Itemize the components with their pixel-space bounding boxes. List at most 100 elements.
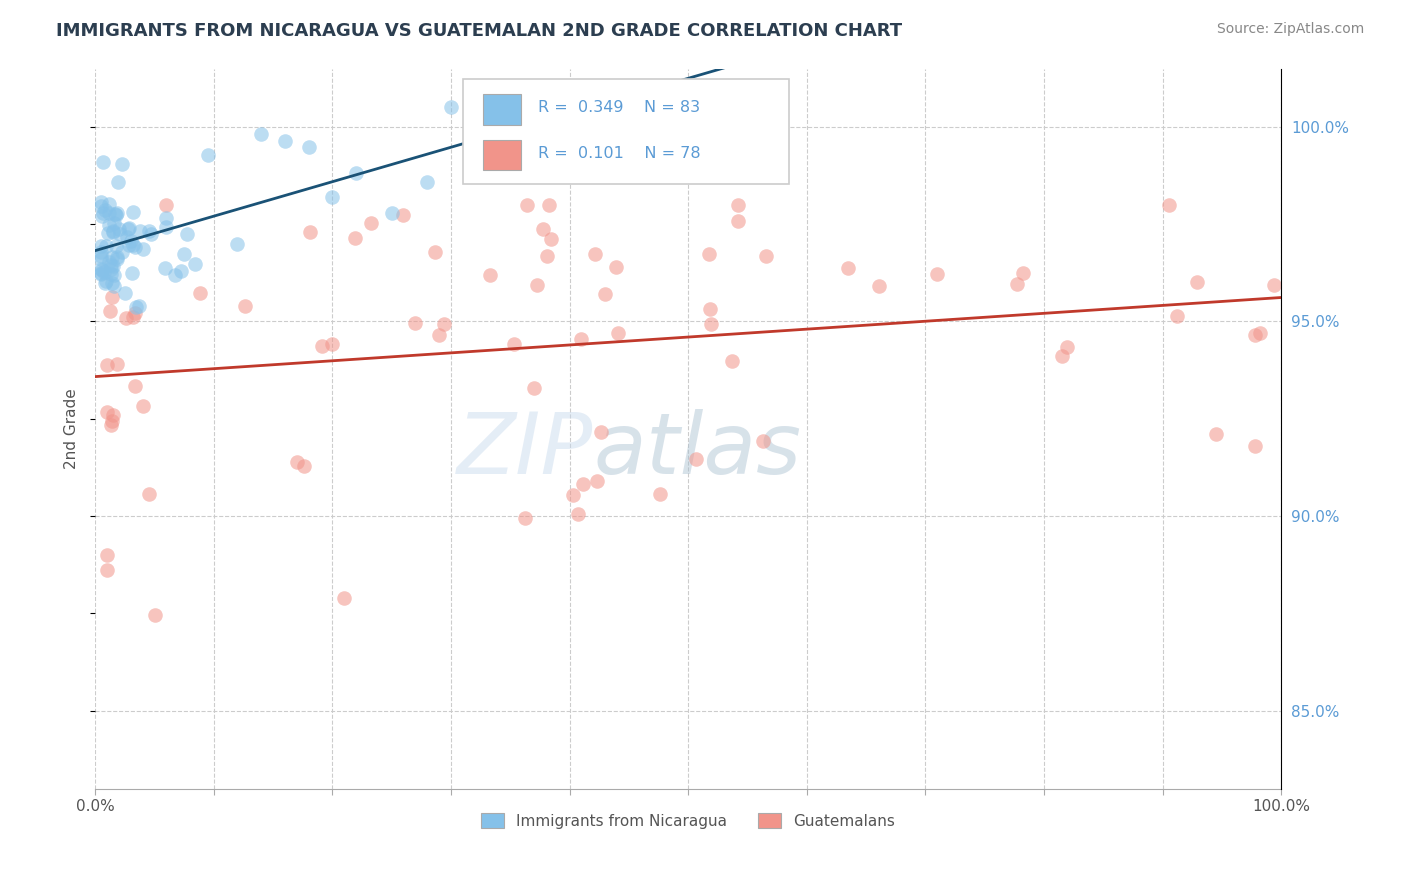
Point — [1012, 266, 1035, 280]
Point — [606, 326, 628, 341]
Point — [97, 226, 120, 240]
Point — [105, 357, 128, 371]
Point — [94, 277, 117, 291]
Point — [163, 268, 186, 283]
Point — [105, 252, 128, 267]
Point — [727, 198, 749, 212]
Point — [522, 381, 544, 395]
Bar — [484, 140, 522, 170]
Point — [298, 139, 321, 153]
Point — [526, 278, 548, 293]
Point — [101, 250, 124, 264]
Point — [124, 378, 146, 392]
Point — [868, 279, 890, 293]
Point — [292, 458, 315, 473]
Point — [591, 425, 613, 440]
Point — [94, 238, 117, 252]
Point — [392, 208, 415, 222]
Point — [699, 302, 721, 317]
Point — [138, 487, 160, 501]
Point — [103, 278, 125, 293]
Point — [118, 238, 141, 252]
Point — [100, 261, 122, 276]
Point — [173, 247, 195, 261]
Point — [96, 548, 118, 562]
Point — [100, 258, 122, 272]
Point — [176, 227, 198, 241]
Bar — [484, 95, 522, 125]
Point — [97, 206, 120, 220]
Point — [121, 310, 143, 324]
Point — [103, 215, 125, 229]
Point — [100, 277, 122, 291]
Point — [1185, 275, 1208, 289]
Point — [96, 358, 118, 372]
Point — [332, 591, 354, 606]
Text: IMMIGRANTS FROM NICARAGUA VS GUATEMALAN 2ND GRADE CORRELATION CHART: IMMIGRANTS FROM NICARAGUA VS GUATEMALAN … — [56, 22, 903, 40]
Point — [755, 250, 778, 264]
Point — [155, 261, 177, 276]
Point — [170, 263, 193, 277]
Point — [90, 248, 112, 262]
Point — [274, 134, 297, 148]
Point — [124, 240, 146, 254]
Point — [416, 175, 439, 189]
Point — [226, 236, 249, 251]
Point — [837, 260, 859, 275]
Point — [720, 353, 742, 368]
Point — [101, 224, 124, 238]
Point — [440, 100, 463, 114]
Point — [285, 454, 308, 468]
Text: Source: ZipAtlas.com: Source: ZipAtlas.com — [1216, 22, 1364, 37]
FancyBboxPatch shape — [463, 79, 789, 184]
Point — [139, 227, 162, 241]
Point — [593, 287, 616, 301]
Point — [699, 317, 721, 331]
Point — [1005, 277, 1028, 291]
Point — [105, 205, 128, 219]
Point — [120, 235, 142, 249]
Point — [96, 563, 118, 577]
Point — [117, 221, 139, 235]
Point — [103, 260, 125, 274]
Point — [98, 303, 121, 318]
Point — [1050, 349, 1073, 363]
Point — [98, 196, 121, 211]
Y-axis label: 2nd Grade: 2nd Grade — [65, 388, 79, 469]
Point — [132, 242, 155, 256]
Point — [571, 332, 593, 346]
Text: R =  0.101    N = 78: R = 0.101 N = 78 — [537, 146, 700, 161]
Point — [183, 257, 205, 271]
Point — [90, 238, 112, 252]
Point — [90, 252, 112, 266]
Point — [132, 400, 155, 414]
Text: ZIP: ZIP — [457, 409, 593, 491]
Point — [91, 262, 114, 277]
Point — [752, 434, 775, 448]
Point — [107, 221, 129, 235]
Point — [90, 245, 112, 260]
Point — [121, 205, 143, 219]
Point — [1263, 278, 1285, 293]
Point — [433, 318, 456, 332]
Point — [513, 510, 536, 524]
Point — [96, 404, 118, 418]
Point — [110, 227, 132, 241]
Point — [516, 198, 538, 212]
Point — [250, 128, 273, 142]
Point — [572, 477, 595, 491]
Point — [129, 224, 152, 238]
Point — [118, 220, 141, 235]
Point — [233, 299, 256, 313]
Point — [114, 286, 136, 301]
Point — [562, 488, 585, 502]
Point — [98, 255, 121, 269]
Point — [138, 224, 160, 238]
Point — [1205, 426, 1227, 441]
Point — [583, 246, 606, 260]
Point — [423, 245, 446, 260]
Point — [1056, 340, 1078, 354]
Point — [605, 260, 627, 275]
Point — [122, 237, 145, 252]
Point — [155, 198, 177, 212]
